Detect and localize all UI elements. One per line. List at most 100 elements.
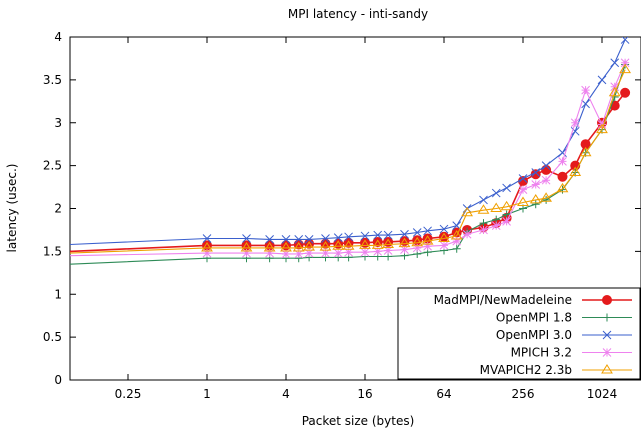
data-point — [400, 229, 409, 239]
data-point — [373, 247, 383, 256]
data-point — [411, 236, 424, 247]
data-point — [620, 87, 631, 98]
data-point — [529, 193, 542, 204]
data-point — [541, 161, 551, 170]
data-point — [294, 235, 304, 244]
data-point — [500, 200, 513, 211]
data-point — [344, 232, 353, 242]
x-tick-label: 64 — [436, 387, 451, 401]
data-point — [304, 248, 314, 258]
series-4 — [70, 63, 632, 254]
data-point — [452, 221, 462, 231]
data-point — [438, 232, 450, 243]
data-point — [360, 231, 370, 241]
data-point — [400, 245, 409, 255]
data-point — [540, 192, 553, 202]
x-tick-label: 0.25 — [115, 387, 142, 401]
data-point — [461, 206, 474, 217]
legend-swatch-marker — [603, 313, 611, 322]
data-point — [557, 171, 568, 182]
data-point — [619, 63, 632, 74]
data-point — [333, 248, 343, 258]
legend-label: MPICH 3.2 — [511, 346, 572, 360]
series-3 — [70, 58, 630, 259]
data-point — [597, 75, 607, 85]
data-point — [581, 99, 590, 109]
data-point — [412, 243, 422, 253]
series-line — [70, 39, 626, 246]
data-point — [542, 195, 551, 204]
data-point — [281, 249, 291, 259]
y-tick-label: 4 — [54, 30, 62, 44]
data-point — [360, 247, 370, 257]
legend-swatch-marker — [602, 348, 612, 357]
x-tick-label: 1024 — [587, 387, 618, 401]
legend-label: OpenMPI 3.0 — [496, 328, 572, 342]
data-point — [608, 86, 621, 97]
series-layer — [70, 37, 632, 265]
series-0 — [70, 87, 631, 253]
x-axis-label: Packet size (bytes) — [302, 414, 415, 428]
data-point — [240, 242, 253, 252]
legend-label: OpenMPI 1.8 — [496, 311, 572, 325]
series-1 — [70, 60, 630, 265]
data-point — [518, 185, 528, 194]
data-point — [479, 219, 488, 228]
data-point — [382, 238, 395, 249]
x-tick-label: 4 — [282, 387, 290, 401]
data-point — [439, 241, 449, 250]
data-point — [502, 210, 511, 219]
data-point — [263, 242, 276, 252]
data-point — [280, 242, 292, 252]
data-point — [531, 200, 540, 209]
data-point — [610, 93, 619, 102]
y-tick-label: 3.5 — [43, 73, 62, 87]
data-point — [265, 235, 274, 244]
data-point — [383, 246, 393, 255]
data-point — [477, 204, 490, 214]
data-point — [333, 233, 343, 243]
data-point — [462, 229, 472, 239]
chart-title: MPI latency - inti-sandy — [288, 7, 428, 21]
data-point — [531, 180, 541, 189]
legend-box — [397, 287, 641, 380]
data-point — [570, 118, 580, 128]
data-point — [450, 229, 463, 240]
data-point — [610, 58, 620, 68]
y-tick-label: 2.5 — [43, 159, 62, 173]
legend-swatch-marker — [602, 330, 612, 340]
legend-label: MadMPI/NewMadeleine — [434, 293, 572, 307]
data-point — [371, 239, 384, 249]
data-point — [359, 239, 371, 249]
data-point — [479, 195, 488, 205]
y-tick-label: 2 — [54, 202, 62, 216]
data-point — [620, 37, 630, 44]
data-point — [596, 123, 608, 134]
data-point — [303, 241, 316, 251]
x-tick-label: 16 — [357, 387, 372, 401]
data-point — [321, 234, 330, 243]
data-point — [321, 248, 330, 258]
y-tick-label: 1 — [54, 287, 62, 301]
data-point — [531, 168, 541, 177]
data-point — [541, 175, 551, 185]
data-point — [242, 248, 251, 258]
data-point — [490, 202, 503, 212]
data-point — [558, 148, 567, 158]
y-tick-label: 0 — [54, 373, 62, 387]
data-point — [319, 241, 332, 251]
data-point — [610, 82, 620, 92]
data-point — [281, 235, 291, 244]
data-point — [502, 183, 511, 193]
data-point — [201, 242, 213, 252]
data-point — [517, 196, 529, 206]
x-tick-label: 1 — [203, 387, 211, 401]
series-line — [70, 62, 626, 257]
data-point — [294, 249, 304, 259]
data-point — [412, 228, 422, 237]
data-point — [569, 166, 582, 176]
data-point — [265, 248, 274, 258]
legend: MadMPI/NewMadeleine OpenMPI 1.8 OpenMPI 3.… — [397, 287, 641, 380]
